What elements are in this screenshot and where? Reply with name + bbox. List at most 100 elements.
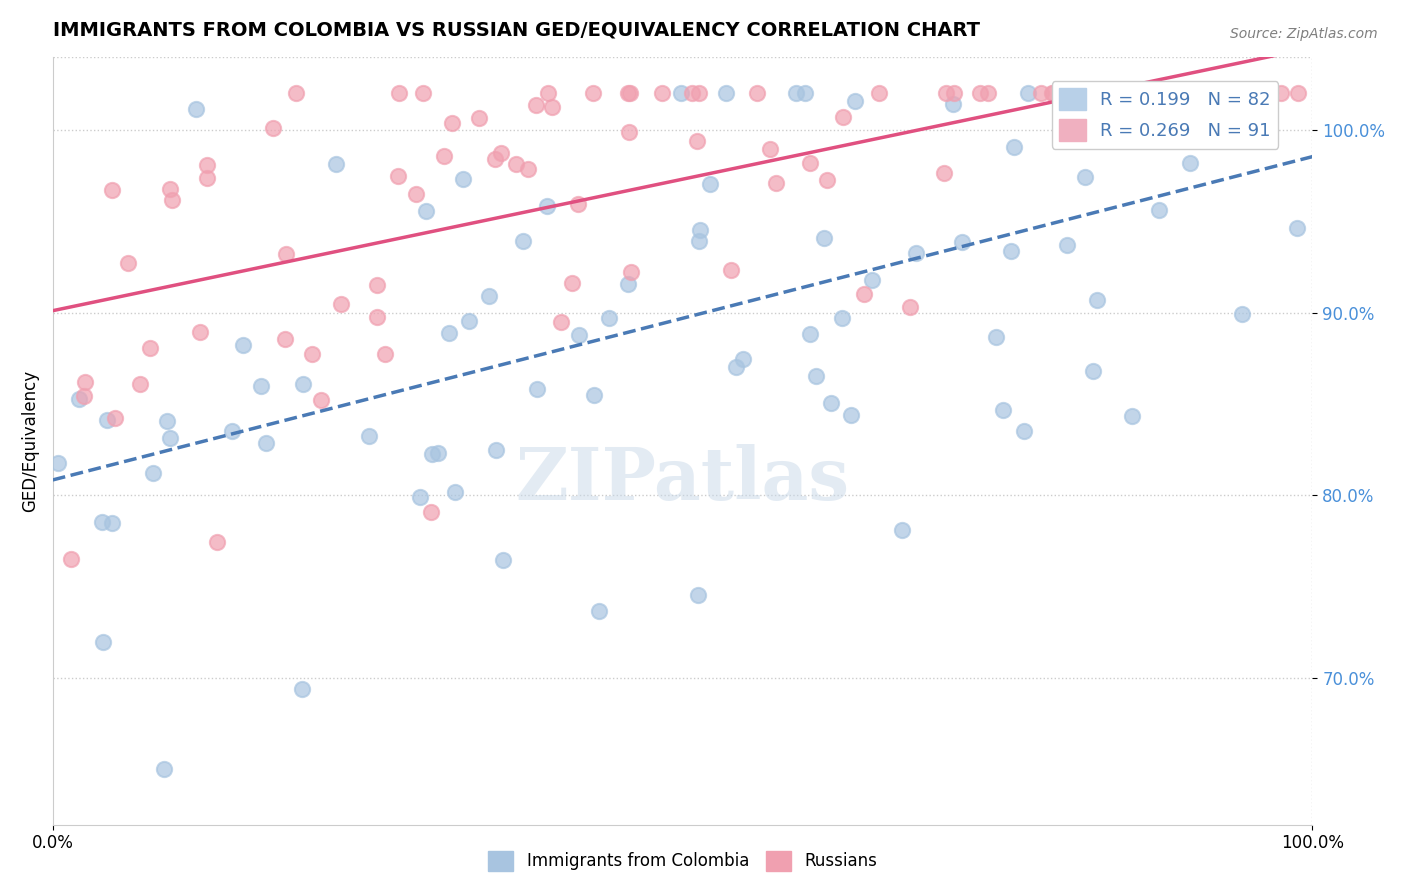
Point (619, 125, 641, 139)
Point (388, 87, 411, 101)
Point (1223, 87, 1246, 101)
Point (254, 436, 277, 450)
Point (366, 278, 388, 293)
Point (537, 87, 560, 101)
Point (977, 87, 1000, 101)
Point (905, 246, 928, 260)
Point (794, 87, 817, 101)
Point (1164, 87, 1187, 101)
Point (153, 762, 176, 776)
Point (619, 87, 641, 101)
Point (1270, 87, 1292, 101)
Point (1243, 87, 1265, 101)
Point (526, 97, 548, 112)
Point (156, 413, 179, 427)
Point (832, 110, 855, 124)
Point (439, 326, 461, 341)
Point (567, 196, 589, 211)
Point (1192, 87, 1215, 101)
Text: Source: ZipAtlas.com: Source: ZipAtlas.com (1230, 27, 1378, 41)
Point (359, 429, 381, 443)
Point (1154, 87, 1177, 101)
Point (868, 87, 890, 101)
Point (1042, 87, 1064, 101)
Point (993, 403, 1015, 417)
Point (582, 388, 605, 402)
Point (484, 153, 506, 167)
Point (681, 87, 703, 101)
Point (444, 485, 467, 500)
Point (1083, 363, 1105, 377)
Point (1053, 87, 1076, 101)
Point (492, 553, 515, 567)
Point (291, 682, 314, 697)
Point (1099, 87, 1122, 101)
Point (765, 176, 787, 190)
Point (815, 173, 838, 187)
Point (669, 87, 692, 101)
Point (1258, 87, 1281, 101)
Point (426, 446, 449, 460)
Point (1121, 409, 1143, 423)
Point (1132, 87, 1154, 101)
Point (582, 87, 605, 101)
Point (1076, 87, 1098, 101)
Point (686, 134, 709, 148)
Point (96, 413, 118, 427)
Point (512, 234, 534, 248)
Point (1031, 87, 1053, 101)
Point (619, 265, 641, 279)
Point (366, 310, 388, 324)
Point (799, 155, 821, 169)
Point (274, 246, 297, 260)
Point (1130, 92, 1153, 106)
Point (932, 166, 955, 180)
Point (943, 87, 966, 101)
Point (221, 424, 243, 438)
Point (232, 337, 254, 351)
Point (159, 431, 181, 445)
Point (1232, 307, 1254, 321)
Point (942, 96, 965, 111)
Point (485, 442, 508, 457)
Point (325, 156, 347, 170)
Point (720, 262, 742, 277)
Point (91, 635, 114, 649)
Point (405, 186, 427, 201)
Point (1066, 87, 1088, 101)
Point (73, 375, 96, 389)
Point (686, 588, 709, 602)
Point (1147, 202, 1170, 217)
Point (67, 392, 90, 406)
Text: ZIPatlas: ZIPatlas (516, 443, 849, 515)
Point (950, 235, 973, 249)
Point (1288, 87, 1310, 101)
Point (100, 183, 122, 197)
Point (311, 393, 333, 408)
Point (489, 146, 512, 161)
Point (195, 158, 218, 172)
Point (725, 360, 748, 375)
Point (1062, 87, 1084, 101)
Point (651, 87, 673, 101)
Point (714, 87, 737, 101)
Point (1087, 87, 1109, 101)
Point (188, 325, 211, 339)
Point (1053, 87, 1076, 101)
Point (433, 148, 456, 162)
Point (1014, 424, 1036, 438)
Point (1150, 87, 1173, 101)
Point (292, 376, 315, 391)
Point (759, 142, 782, 156)
Point (688, 87, 710, 101)
Point (159, 181, 181, 195)
Point (419, 505, 441, 519)
Point (1002, 140, 1025, 154)
Point (1074, 170, 1097, 185)
Point (1056, 238, 1078, 252)
Point (1187, 87, 1209, 101)
Point (72, 389, 94, 403)
Point (1017, 87, 1039, 101)
Point (1170, 87, 1192, 101)
Point (785, 87, 807, 101)
